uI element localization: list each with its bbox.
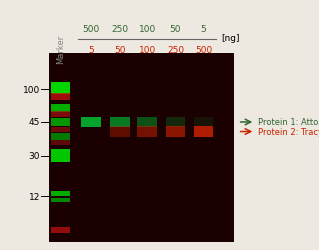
Text: [ng]: [ng] <box>221 34 240 42</box>
Bar <box>110 127 130 137</box>
Bar <box>51 112 70 117</box>
Text: 100: 100 <box>23 86 40 94</box>
Bar <box>137 118 157 128</box>
Text: Marker: Marker <box>56 35 65 64</box>
Text: 45: 45 <box>28 118 40 127</box>
Bar <box>51 198 70 202</box>
Text: 30: 30 <box>28 152 40 161</box>
Text: 50: 50 <box>170 25 181 34</box>
Bar <box>51 227 70 233</box>
Bar <box>51 94 70 101</box>
Bar <box>51 128 70 132</box>
Bar <box>51 150 70 163</box>
Bar <box>51 83 70 95</box>
Bar <box>51 119 70 126</box>
Bar <box>110 118 130 128</box>
Bar <box>166 118 185 128</box>
Text: Protein 1: Atto550: Protein 1: Atto550 <box>258 118 319 127</box>
Text: 12: 12 <box>28 192 40 201</box>
Bar <box>51 134 70 140</box>
Bar <box>81 118 101 128</box>
Text: 500: 500 <box>195 46 212 55</box>
Bar <box>137 127 157 137</box>
Text: 100: 100 <box>139 25 156 34</box>
Text: 5: 5 <box>201 25 206 34</box>
Bar <box>51 191 70 196</box>
Bar <box>49 54 234 242</box>
Bar <box>194 127 213 137</box>
Bar <box>51 141 70 145</box>
Text: 500: 500 <box>82 25 100 34</box>
Text: 250: 250 <box>111 25 128 34</box>
Text: Protein 2: Tracy652: Protein 2: Tracy652 <box>258 128 319 136</box>
Text: 100: 100 <box>139 46 156 55</box>
Text: 5: 5 <box>88 46 94 55</box>
Bar <box>51 105 70 113</box>
Bar <box>166 127 185 137</box>
Bar <box>194 118 213 128</box>
Text: 250: 250 <box>167 46 184 55</box>
Text: 50: 50 <box>114 46 125 55</box>
